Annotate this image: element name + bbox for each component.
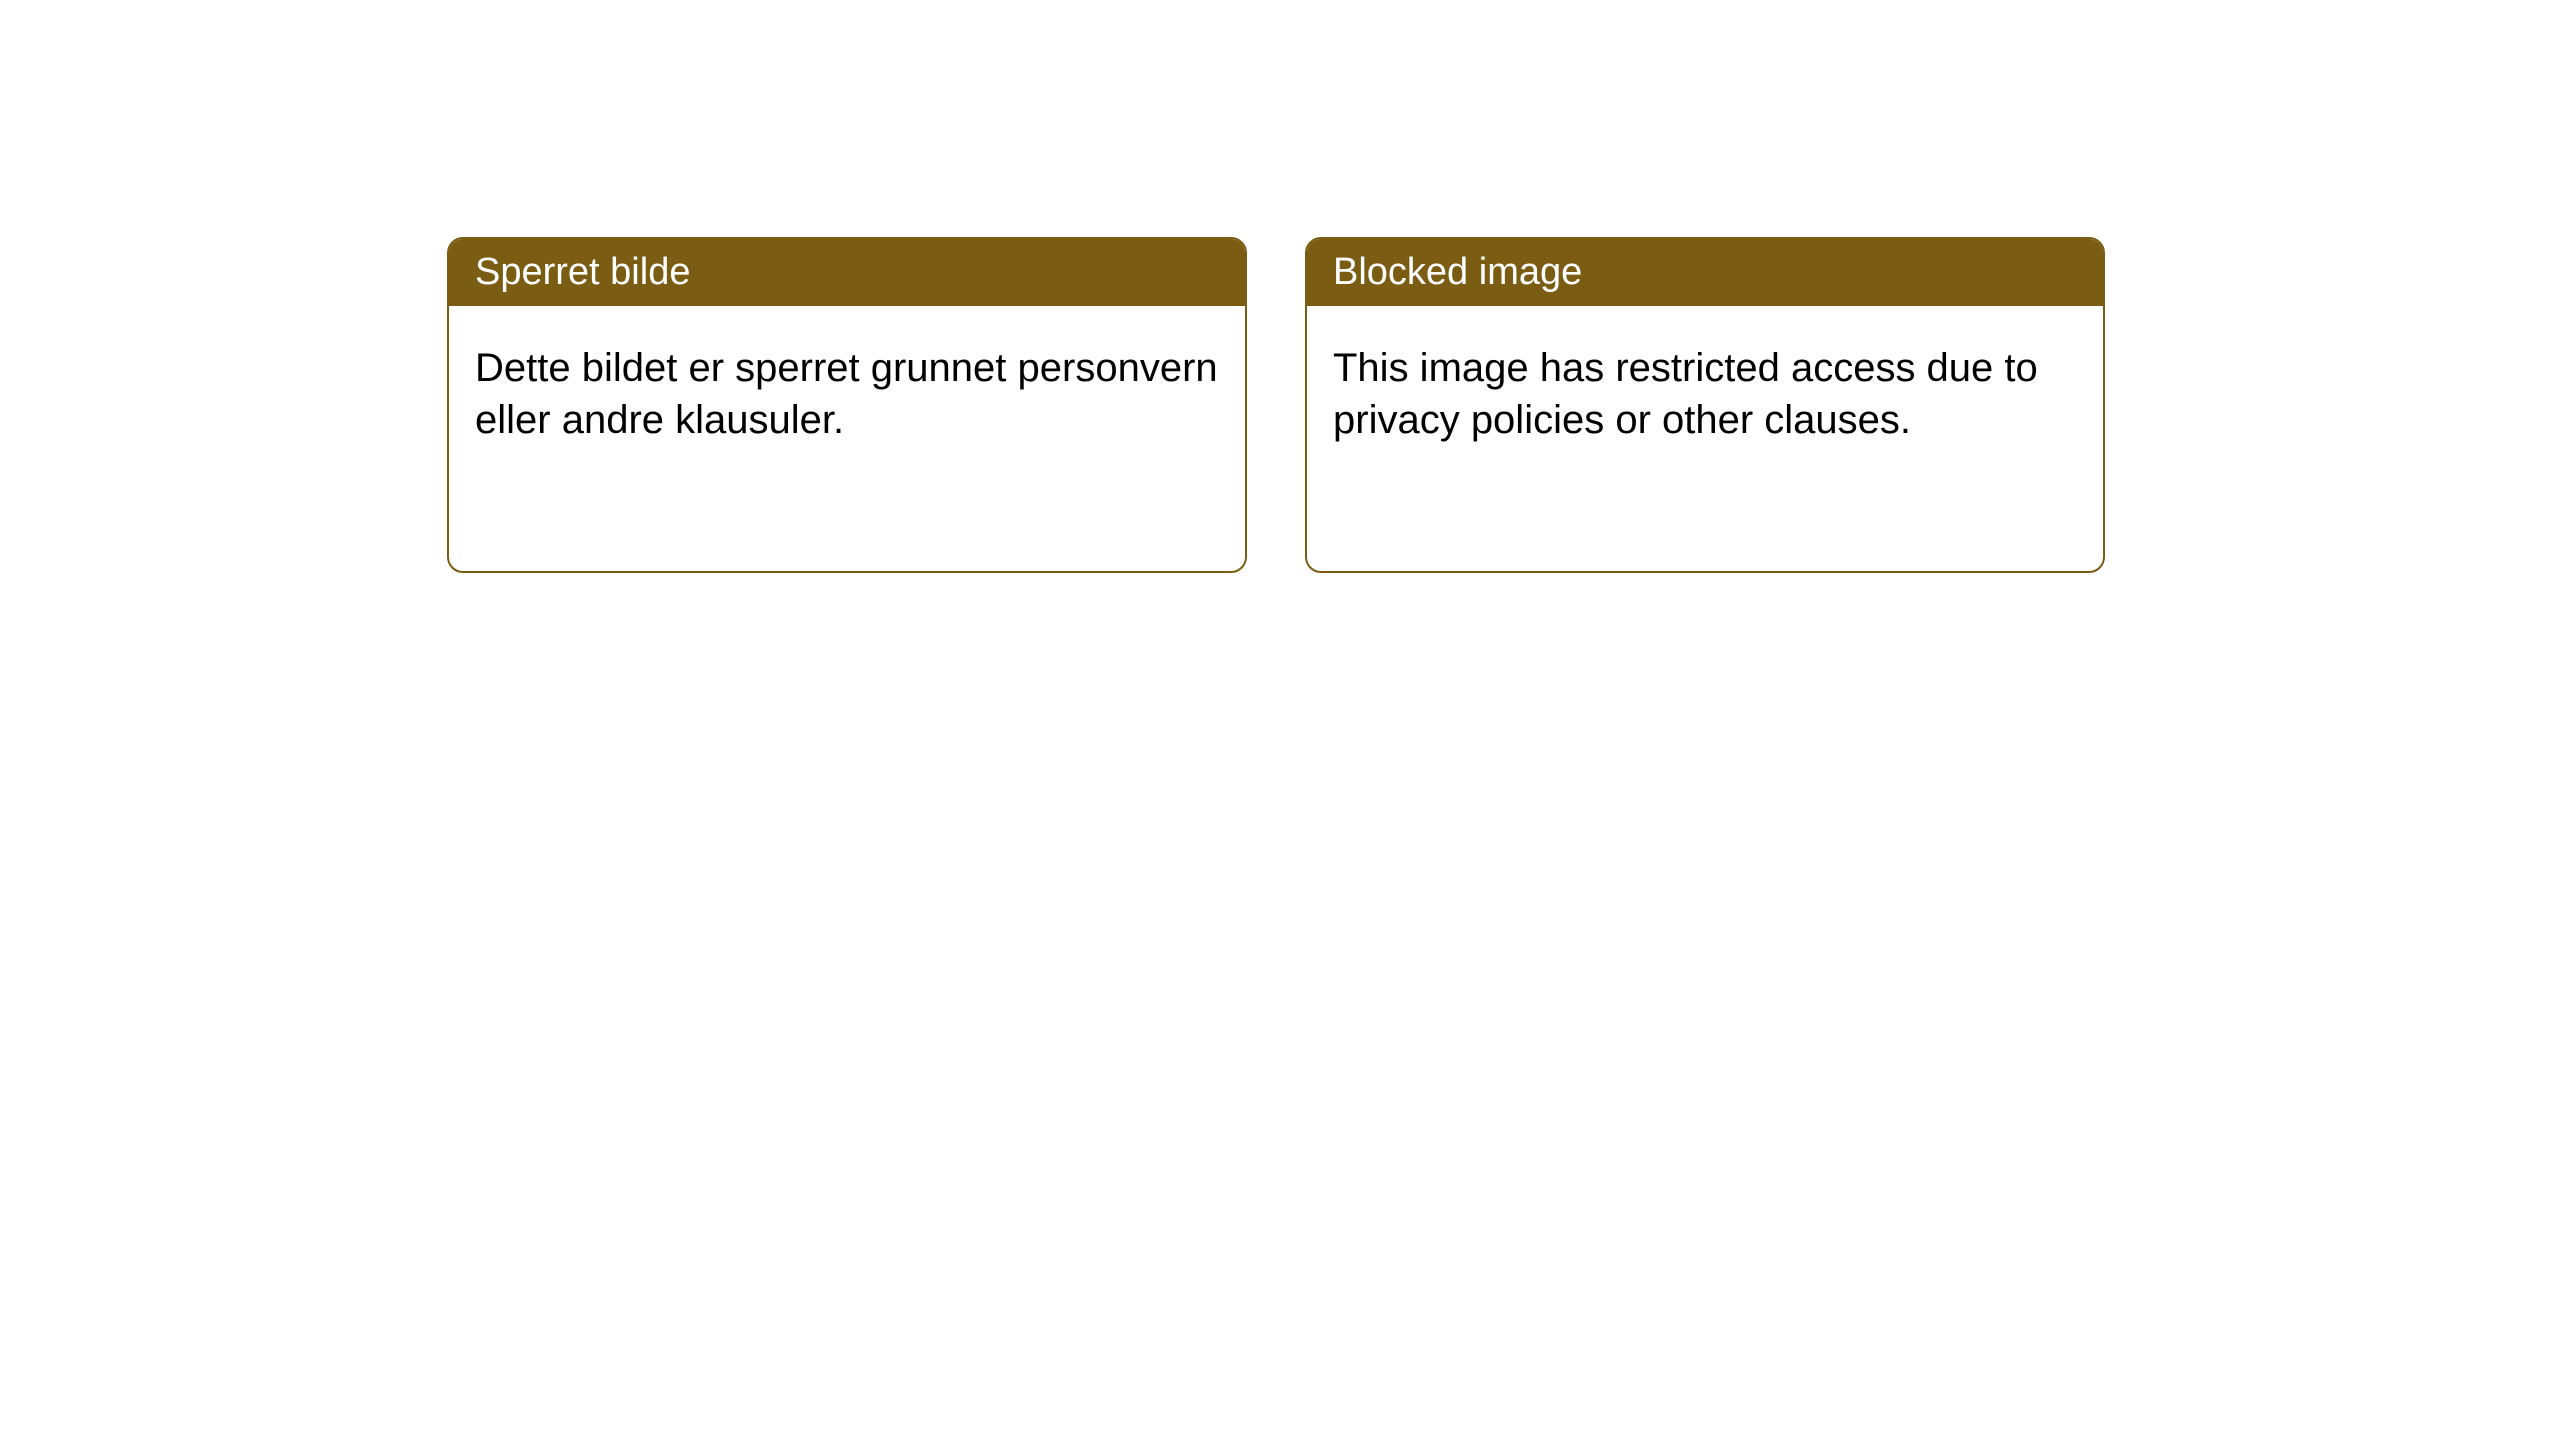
notice-body-norwegian: Dette bildet er sperret grunnet personve… (449, 306, 1245, 482)
notice-text: This image has restricted access due to … (1333, 346, 2038, 442)
notice-box-english: Blocked image This image has restricted … (1305, 237, 2105, 573)
notice-title: Sperret bilde (475, 251, 690, 293)
notice-title: Blocked image (1333, 251, 1582, 293)
notice-body-english: This image has restricted access due to … (1307, 306, 2103, 482)
notice-header-english: Blocked image (1307, 239, 2103, 306)
notice-text: Dette bildet er sperret grunnet personve… (475, 346, 1218, 442)
notice-header-norwegian: Sperret bilde (449, 239, 1245, 306)
notices-container: Sperret bilde Dette bildet er sperret gr… (0, 0, 2560, 573)
notice-box-norwegian: Sperret bilde Dette bildet er sperret gr… (447, 237, 1247, 573)
